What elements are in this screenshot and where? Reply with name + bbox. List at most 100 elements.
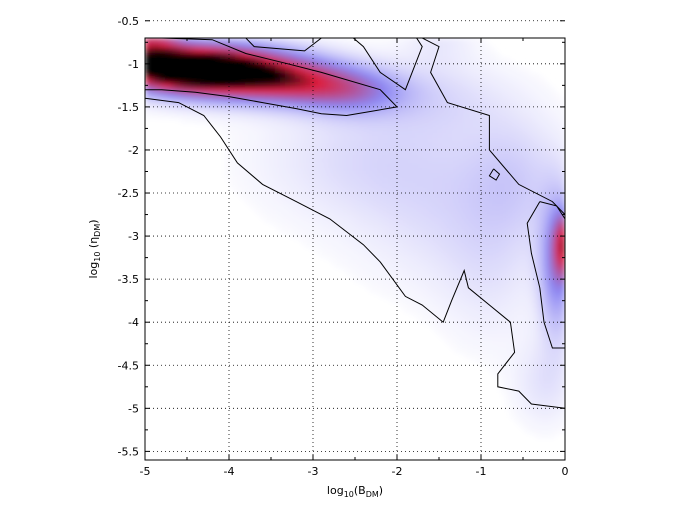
heat-cell — [495, 358, 501, 364]
heat-cell — [385, 58, 391, 64]
heat-cell — [485, 118, 491, 124]
heat-cell — [465, 183, 471, 189]
heat-cell — [300, 218, 306, 224]
heat-cell — [550, 388, 556, 394]
heat-cell — [390, 268, 396, 274]
heat-cell — [265, 168, 271, 174]
heat-cell — [375, 108, 381, 114]
heat-cell — [375, 173, 381, 179]
heat-cell — [350, 98, 356, 104]
heat-cell — [520, 258, 526, 264]
heat-cell — [345, 53, 351, 59]
heat-cell — [315, 248, 321, 254]
heat-cell — [550, 103, 556, 109]
heat-cell — [240, 143, 246, 149]
heat-cell — [335, 203, 341, 209]
heat-cell — [400, 113, 406, 119]
heat-cell — [415, 288, 421, 294]
heat-cell — [340, 88, 346, 94]
heat-cell — [535, 248, 541, 254]
heat-cell — [370, 243, 376, 249]
heat-cell — [485, 253, 491, 259]
heat-cell — [260, 183, 266, 189]
heat-cell — [425, 243, 431, 249]
heat-cell — [440, 283, 446, 289]
heat-cell — [295, 223, 301, 229]
heat-cell — [475, 43, 481, 49]
heat-cell — [200, 38, 206, 44]
heat-cell — [560, 123, 565, 129]
heat-cell — [405, 68, 411, 74]
heat-cell — [520, 298, 526, 304]
heat-cell — [555, 338, 561, 344]
heat-cell — [560, 283, 565, 289]
heat-cell — [495, 188, 501, 194]
heat-cell — [355, 58, 361, 64]
heat-cell — [255, 183, 261, 189]
heat-cell — [230, 53, 236, 59]
heat-cell — [465, 173, 471, 179]
heat-cell — [520, 328, 526, 334]
heat-cell — [330, 198, 336, 204]
heat-cell — [550, 293, 556, 299]
heat-cell — [520, 423, 526, 429]
heat-cell — [240, 188, 246, 194]
heat-cell — [525, 88, 531, 94]
heat-cell — [415, 138, 421, 144]
heat-cell — [435, 278, 441, 284]
heat-cell — [555, 303, 561, 309]
heat-cell — [460, 183, 466, 189]
heat-cell — [535, 363, 541, 369]
heat-cell — [425, 233, 431, 239]
heat-cell — [550, 173, 556, 179]
heat-cell — [435, 58, 441, 64]
heat-cell — [445, 338, 451, 344]
heat-cell — [555, 258, 561, 264]
heat-cell — [215, 63, 221, 69]
heat-cell — [440, 138, 446, 144]
heat-cell — [425, 308, 431, 314]
heat-cell — [470, 333, 476, 339]
y-tick-label: -4.5 — [118, 359, 139, 372]
heat-cell — [170, 93, 176, 99]
heat-cell — [450, 63, 456, 69]
heat-cell — [445, 263, 451, 269]
heat-cell — [535, 328, 541, 334]
heat-cell — [185, 103, 191, 109]
heat-cell — [475, 143, 481, 149]
heat-cell — [420, 263, 426, 269]
heat-cell — [510, 113, 516, 119]
heat-cell — [535, 238, 541, 244]
heat-cell — [385, 223, 391, 229]
heat-cell — [520, 123, 526, 129]
heat-cell — [400, 133, 406, 139]
heat-cell — [345, 173, 351, 179]
heat-cell — [395, 48, 401, 54]
heat-cell — [245, 198, 251, 204]
heat-cell — [190, 73, 196, 79]
heat-cell — [510, 323, 516, 329]
heat-cell — [495, 93, 501, 99]
heat-cell — [190, 88, 196, 94]
heat-cell — [285, 113, 291, 119]
heat-cell — [450, 278, 456, 284]
heat-cell — [220, 103, 226, 109]
heat-cell — [555, 163, 561, 169]
heat-cell — [530, 238, 536, 244]
heat-cell — [435, 178, 441, 184]
heat-cell — [490, 263, 496, 269]
heat-cell — [350, 208, 356, 214]
heat-cell — [530, 323, 536, 329]
heat-cell — [145, 38, 151, 44]
heat-cell — [545, 288, 551, 294]
heat-cell — [530, 148, 536, 154]
heat-cell — [550, 183, 556, 189]
heat-cell — [390, 188, 396, 194]
heat-cell — [330, 223, 336, 229]
heat-cell — [465, 353, 471, 359]
heat-cell — [265, 108, 271, 114]
heat-cell — [160, 78, 166, 84]
heat-cell — [345, 243, 351, 249]
heat-cell — [505, 228, 511, 234]
heat-cell — [470, 173, 476, 179]
